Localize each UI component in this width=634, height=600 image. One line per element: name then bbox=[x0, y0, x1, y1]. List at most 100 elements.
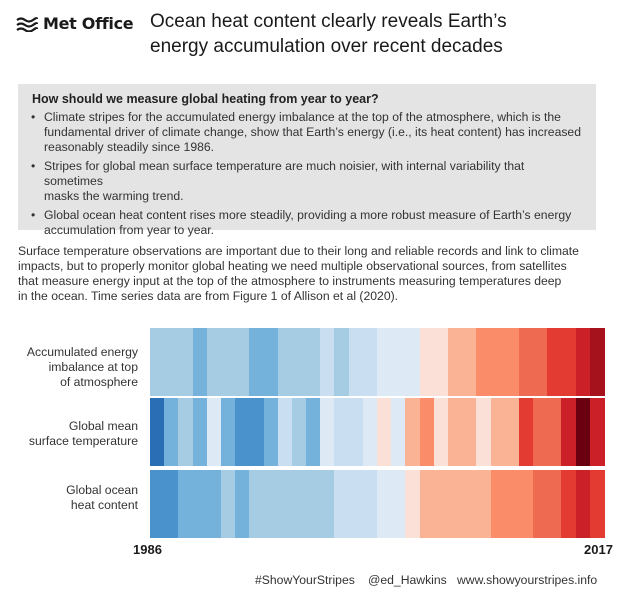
bullet-item: Global ocean heat content rises more ste… bbox=[28, 208, 586, 238]
stripe bbox=[377, 470, 392, 538]
stripe bbox=[490, 328, 506, 396]
met-office-logo: Met Office bbox=[16, 14, 134, 33]
stripe bbox=[320, 328, 336, 396]
stripe bbox=[192, 398, 208, 466]
stripe bbox=[533, 470, 548, 538]
stripe bbox=[462, 328, 477, 396]
stripe bbox=[320, 398, 336, 466]
bullet-line: reasonably steadily since 1986. bbox=[44, 140, 215, 154]
stripe bbox=[462, 470, 477, 538]
footer-website: www.showyourstripes.info bbox=[457, 573, 598, 587]
stripe bbox=[391, 328, 407, 396]
stripe bbox=[561, 398, 577, 466]
stripe bbox=[433, 470, 449, 538]
row-label-line: heat content bbox=[70, 498, 138, 512]
stripe bbox=[547, 328, 563, 396]
stripe bbox=[192, 328, 208, 396]
stripe bbox=[220, 470, 236, 538]
footer-handle: @ed_Hawkins bbox=[368, 573, 447, 587]
bullet-line: accumulation from year to year. bbox=[44, 223, 215, 237]
row-label-energy-imbalance: Accumulated energy imbalance at top of a… bbox=[18, 345, 138, 390]
stripe bbox=[405, 470, 421, 538]
stripes-energy-imbalance bbox=[150, 328, 605, 396]
stripe bbox=[164, 328, 180, 396]
stripe bbox=[419, 470, 435, 538]
stripe bbox=[150, 470, 165, 538]
stripe bbox=[348, 328, 364, 396]
stripe bbox=[575, 398, 591, 466]
stripe bbox=[447, 470, 463, 538]
stripe bbox=[504, 398, 520, 466]
stripe bbox=[433, 398, 449, 466]
stripe bbox=[533, 328, 548, 396]
bullet-line: Climate stripes for the accumulated ener… bbox=[44, 110, 561, 124]
bullet-line: fundamental driver of climate change, sh… bbox=[44, 125, 581, 139]
bullet-line: Stripes for global mean surface temperat… bbox=[44, 159, 525, 188]
stripe bbox=[377, 398, 392, 466]
stripe bbox=[235, 328, 250, 396]
row-label-line: Global mean bbox=[68, 419, 138, 433]
stripes-ocean-heat bbox=[150, 470, 605, 538]
stripe bbox=[547, 398, 563, 466]
row-label-surface-temperature: Global mean surface temperature bbox=[18, 419, 138, 449]
stripe bbox=[419, 328, 435, 396]
info-bullet-list: Climate stripes for the accumulated ener… bbox=[28, 110, 586, 238]
stripe bbox=[263, 470, 279, 538]
row-label-ocean-heat: Global ocean heat content bbox=[18, 483, 138, 513]
stripe bbox=[433, 328, 449, 396]
stripe bbox=[263, 328, 279, 396]
stripe bbox=[575, 470, 591, 538]
stripe bbox=[320, 470, 336, 538]
bullet-line: masks the warming trend. bbox=[44, 189, 184, 203]
stripe bbox=[249, 328, 265, 396]
stripe bbox=[206, 328, 222, 396]
stripe bbox=[518, 328, 534, 396]
stripe bbox=[220, 328, 236, 396]
stripe bbox=[306, 470, 321, 538]
stripe bbox=[476, 328, 492, 396]
stripe bbox=[589, 470, 605, 538]
stripe bbox=[192, 470, 208, 538]
stripe bbox=[575, 328, 591, 396]
stripe bbox=[235, 398, 250, 466]
stripe bbox=[362, 328, 378, 396]
stripe bbox=[447, 328, 463, 396]
stripes-surface-temperature bbox=[150, 398, 605, 466]
info-box: How should we measure global heating fro… bbox=[18, 84, 596, 237]
stripe bbox=[220, 398, 236, 466]
stripe bbox=[277, 398, 293, 466]
info-question: How should we measure global heating fro… bbox=[32, 92, 379, 106]
stripe bbox=[504, 470, 520, 538]
stripe bbox=[206, 470, 222, 538]
stripe bbox=[277, 328, 293, 396]
bullet-item: Stripes for global mean surface temperat… bbox=[28, 159, 586, 204]
stripe bbox=[164, 398, 180, 466]
stripe bbox=[150, 328, 165, 396]
row-label-line: of atmosphere bbox=[60, 375, 138, 389]
stripe bbox=[334, 470, 350, 538]
row-label-line: imbalance at top bbox=[48, 360, 138, 374]
stripe bbox=[462, 398, 477, 466]
stripe bbox=[504, 328, 520, 396]
stripe bbox=[249, 398, 265, 466]
stripe bbox=[263, 398, 279, 466]
stripe bbox=[249, 470, 265, 538]
stripe bbox=[561, 328, 577, 396]
stripe bbox=[362, 470, 378, 538]
headline: Ocean heat content clearly reveals Earth… bbox=[150, 9, 620, 59]
row-label-line: Accumulated energy bbox=[26, 345, 138, 359]
stripe bbox=[348, 398, 364, 466]
headline-line: Ocean heat content clearly reveals Earth… bbox=[150, 11, 507, 32]
row-label-line: surface temperature bbox=[28, 434, 138, 448]
stripe bbox=[490, 398, 506, 466]
stripe bbox=[291, 398, 307, 466]
stripe bbox=[547, 470, 563, 538]
stripe bbox=[291, 328, 307, 396]
stripe bbox=[362, 398, 378, 466]
stripe bbox=[206, 398, 222, 466]
stripe bbox=[589, 398, 605, 466]
stripe bbox=[518, 398, 534, 466]
intro-line: Surface temperature observations are imp… bbox=[18, 244, 579, 258]
stripe bbox=[178, 398, 194, 466]
stripe bbox=[178, 470, 194, 538]
